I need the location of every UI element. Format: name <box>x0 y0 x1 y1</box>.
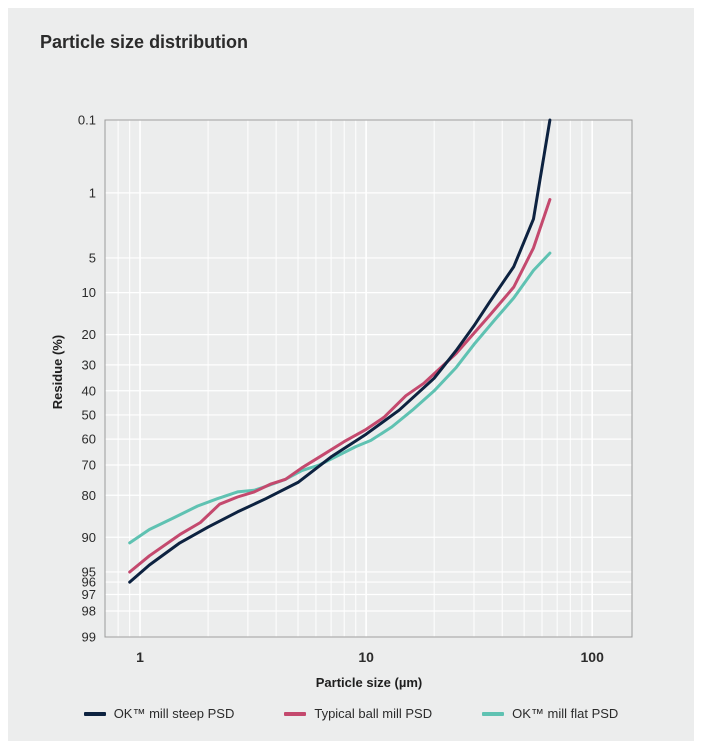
y-tick-label: 50 <box>82 407 96 422</box>
y-tick-label: 60 <box>82 432 96 447</box>
series-line-1 <box>128 198 552 574</box>
legend: OK™ mill steep PSD Typical ball mill PSD O… <box>0 706 702 721</box>
y-tick-label: 5 <box>89 250 96 265</box>
series-layer <box>128 118 552 584</box>
x-tick-label: 1 <box>136 649 144 665</box>
x-tick-label: 10 <box>358 649 374 665</box>
series-line-0 <box>128 118 552 584</box>
plot-frame <box>104 119 633 638</box>
series-line-2 <box>128 251 552 545</box>
legend-item: OK™ mill flat PSD <box>482 706 618 721</box>
chart-title: Particle size distribution <box>40 32 249 52</box>
legend-label: OK™ mill steep PSD <box>113 706 235 721</box>
y-tick-label: 30 <box>82 357 96 372</box>
y-tick-label: 95 <box>82 564 96 579</box>
y-axis-label: Residue (%) <box>50 335 65 409</box>
x-tick-label: 100 <box>581 649 605 665</box>
x-axis-label: Particle size (µm) <box>316 675 422 690</box>
y-tick-label: 0.1 <box>78 113 96 128</box>
y-tick-label: 40 <box>82 383 96 398</box>
y-tick-label: 20 <box>82 327 96 342</box>
y-tick-label: 1 <box>89 185 96 200</box>
legend-label: Typical ball mill PSD <box>314 706 433 721</box>
y-tick-label: 10 <box>82 285 96 300</box>
y-tick-label: 96 <box>82 575 96 590</box>
legend-swatch <box>284 711 307 716</box>
legend-swatch <box>482 711 505 716</box>
y-tick-label: 90 <box>82 530 96 545</box>
x-tick-labels: 1 10 100 <box>136 649 604 665</box>
legend-item: Typical ball mill PSD <box>284 706 432 721</box>
legend-item: OK™ mill steep PSD <box>83 706 235 721</box>
y-tick-label: 80 <box>82 488 96 503</box>
chart-card <box>8 8 694 741</box>
y-tick-label: 97 <box>82 587 96 602</box>
y-tick-label: 99 <box>82 630 96 645</box>
legend-swatch <box>83 711 106 716</box>
legend-label: OK™ mill flat PSD <box>512 706 619 721</box>
y-tick-label: 70 <box>82 458 96 473</box>
grid-lines <box>104 119 632 638</box>
y-tick-label: 98 <box>82 603 96 618</box>
